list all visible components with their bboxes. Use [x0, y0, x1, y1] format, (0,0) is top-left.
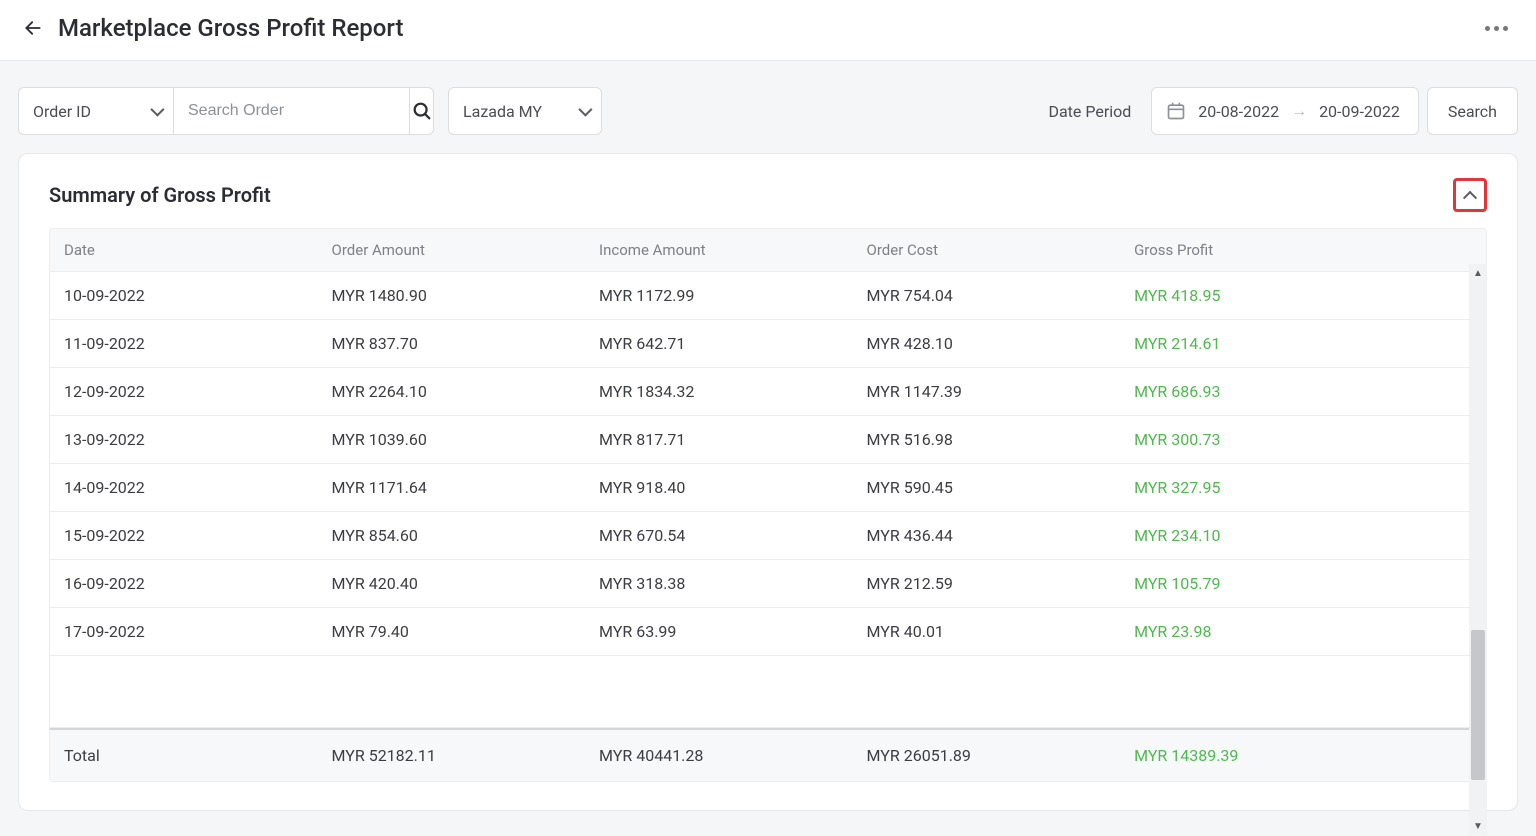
- table-body: 10-09-2022MYR 1480.90MYR 1172.99MYR 754.…: [50, 272, 1486, 656]
- cell-date: 13-09-2022: [64, 430, 332, 449]
- dot-icon: [1485, 26, 1490, 31]
- col-header-order-cost: Order Cost: [867, 241, 1135, 259]
- table-row: 15-09-2022MYR 854.60MYR 670.54MYR 436.44…: [50, 512, 1486, 560]
- cell-order-amount: MYR 1171.64: [332, 478, 600, 497]
- col-header-order-amount: Order Amount: [332, 241, 600, 259]
- apply-search-button[interactable]: Search: [1427, 87, 1518, 135]
- dot-icon: [1494, 26, 1499, 31]
- scroll-thumb[interactable]: [1471, 630, 1485, 780]
- table-row: 14-09-2022MYR 1171.64MYR 918.40MYR 590.4…: [50, 464, 1486, 512]
- filter-bar: Order ID Lazada MY Date Period 20-08-202…: [0, 61, 1536, 153]
- cell-income-amount: MYR 63.99: [599, 622, 867, 641]
- cell-order-amount: MYR 79.40: [332, 622, 600, 641]
- cell-gross-profit: MYR 214.61: [1134, 334, 1472, 353]
- cell-order-amount: MYR 854.60: [332, 526, 600, 545]
- table-container: Date Order Amount Income Amount Order Co…: [49, 228, 1487, 782]
- cell-order-cost: MYR 590.45: [867, 478, 1135, 497]
- total-order-cost: MYR 26051.89: [867, 746, 1135, 765]
- table-header-row: Date Order Amount Income Amount Order Co…: [50, 229, 1486, 272]
- cell-date: 14-09-2022: [64, 478, 332, 497]
- chevron-down-icon: [150, 103, 164, 117]
- total-order-amount: MYR 52182.11: [332, 746, 600, 765]
- collapse-button[interactable]: [1453, 178, 1487, 212]
- cell-gross-profit: MYR 234.10: [1134, 526, 1472, 545]
- cell-gross-profit: MYR 327.95: [1134, 478, 1472, 497]
- cell-order-cost: MYR 1147.39: [867, 382, 1135, 401]
- cell-gross-profit: MYR 418.95: [1134, 286, 1472, 305]
- cell-date: 16-09-2022: [64, 574, 332, 593]
- cell-order-cost: MYR 516.98: [867, 430, 1135, 449]
- marketplace-select[interactable]: Lazada MY: [448, 87, 602, 135]
- table-total-row: Total MYR 52182.11 MYR 40441.28 MYR 2605…: [49, 728, 1487, 782]
- calendar-icon: [1166, 101, 1186, 121]
- cell-order-cost: MYR 754.04: [867, 286, 1135, 305]
- cell-gross-profit: MYR 686.93: [1134, 382, 1472, 401]
- search-by-label: Order ID: [33, 102, 91, 121]
- cell-gross-profit: MYR 300.73: [1134, 430, 1472, 449]
- more-menu-button[interactable]: [1479, 20, 1514, 37]
- col-header-gross-profit: Gross Profit: [1134, 241, 1472, 259]
- cell-order-cost: MYR 212.59: [867, 574, 1135, 593]
- cell-income-amount: MYR 817.71: [599, 430, 867, 449]
- cell-order-cost: MYR 40.01: [867, 622, 1135, 641]
- search-group: [174, 87, 434, 135]
- date-period-label: Date Period: [1048, 102, 1131, 121]
- cell-gross-profit: MYR 23.98: [1134, 622, 1472, 641]
- cell-order-amount: MYR 1039.60: [332, 430, 600, 449]
- date-range-picker[interactable]: 20-08-2022 → 20-09-2022: [1151, 87, 1419, 135]
- table-row: 13-09-2022MYR 1039.60MYR 817.71MYR 516.9…: [50, 416, 1486, 464]
- total-gross-profit: MYR 14389.39: [1134, 746, 1472, 765]
- arrow-right-icon: →: [1291, 101, 1307, 121]
- cell-date: 15-09-2022: [64, 526, 332, 545]
- table-row: 10-09-2022MYR 1480.90MYR 1172.99MYR 754.…: [50, 272, 1486, 320]
- back-arrow-icon: [23, 18, 43, 38]
- topbar: Marketplace Gross Profit Report: [0, 0, 1536, 61]
- col-header-date: Date: [64, 241, 332, 259]
- cell-order-amount: MYR 837.70: [332, 334, 600, 353]
- dot-icon: [1503, 26, 1508, 31]
- page-title: Marketplace Gross Profit Report: [58, 14, 1479, 42]
- scroll-up-button[interactable]: ▲: [1469, 264, 1487, 282]
- cell-income-amount: MYR 918.40: [599, 478, 867, 497]
- date-to: 20-09-2022: [1319, 102, 1400, 121]
- cell-income-amount: MYR 642.71: [599, 334, 867, 353]
- cell-order-amount: MYR 2264.10: [332, 382, 600, 401]
- marketplace-selected: Lazada MY: [463, 102, 542, 121]
- back-button[interactable]: [22, 17, 44, 39]
- cell-order-amount: MYR 1480.90: [332, 286, 600, 305]
- total-income-amount: MYR 40441.28: [599, 746, 867, 765]
- cell-income-amount: MYR 318.38: [599, 574, 867, 593]
- cell-income-amount: MYR 1172.99: [599, 286, 867, 305]
- search-button[interactable]: [409, 88, 433, 134]
- card-title: Summary of Gross Profit: [49, 183, 1453, 207]
- cell-order-cost: MYR 436.44: [867, 526, 1135, 545]
- cell-date: 12-09-2022: [64, 382, 332, 401]
- summary-table: Date Order Amount Income Amount Order Co…: [49, 228, 1487, 728]
- cell-order-cost: MYR 428.10: [867, 334, 1135, 353]
- cell-gross-profit: MYR 105.79: [1134, 574, 1472, 593]
- cell-order-amount: MYR 420.40: [332, 574, 600, 593]
- table-row: 11-09-2022MYR 837.70MYR 642.71MYR 428.10…: [50, 320, 1486, 368]
- cell-date: 17-09-2022: [64, 622, 332, 641]
- card-header: Summary of Gross Profit: [19, 178, 1517, 228]
- date-from: 20-08-2022: [1198, 102, 1279, 121]
- table-row: 17-09-2022MYR 79.40MYR 63.99MYR 40.01MYR…: [50, 608, 1486, 656]
- table-scrollbar: ▲ ▼: [1469, 264, 1487, 835]
- search-by-select[interactable]: Order ID: [18, 87, 174, 135]
- chevron-up-icon: [1463, 191, 1477, 205]
- search-input[interactable]: [174, 102, 409, 120]
- cell-date: 11-09-2022: [64, 334, 332, 353]
- table-row: 12-09-2022MYR 2264.10MYR 1834.32MYR 1147…: [50, 368, 1486, 416]
- table-row: 16-09-2022MYR 420.40MYR 318.38MYR 212.59…: [50, 560, 1486, 608]
- cell-date: 10-09-2022: [64, 286, 332, 305]
- cell-income-amount: MYR 1834.32: [599, 382, 867, 401]
- summary-card: Summary of Gross Profit Date Order Amoun…: [18, 153, 1518, 811]
- scroll-track[interactable]: [1469, 282, 1487, 817]
- col-header-income-amount: Income Amount: [599, 241, 867, 259]
- cell-income-amount: MYR 670.54: [599, 526, 867, 545]
- scroll-down-button[interactable]: ▼: [1469, 817, 1487, 835]
- search-icon: [411, 100, 433, 122]
- total-label: Total: [64, 746, 332, 765]
- chevron-down-icon: [578, 103, 592, 117]
